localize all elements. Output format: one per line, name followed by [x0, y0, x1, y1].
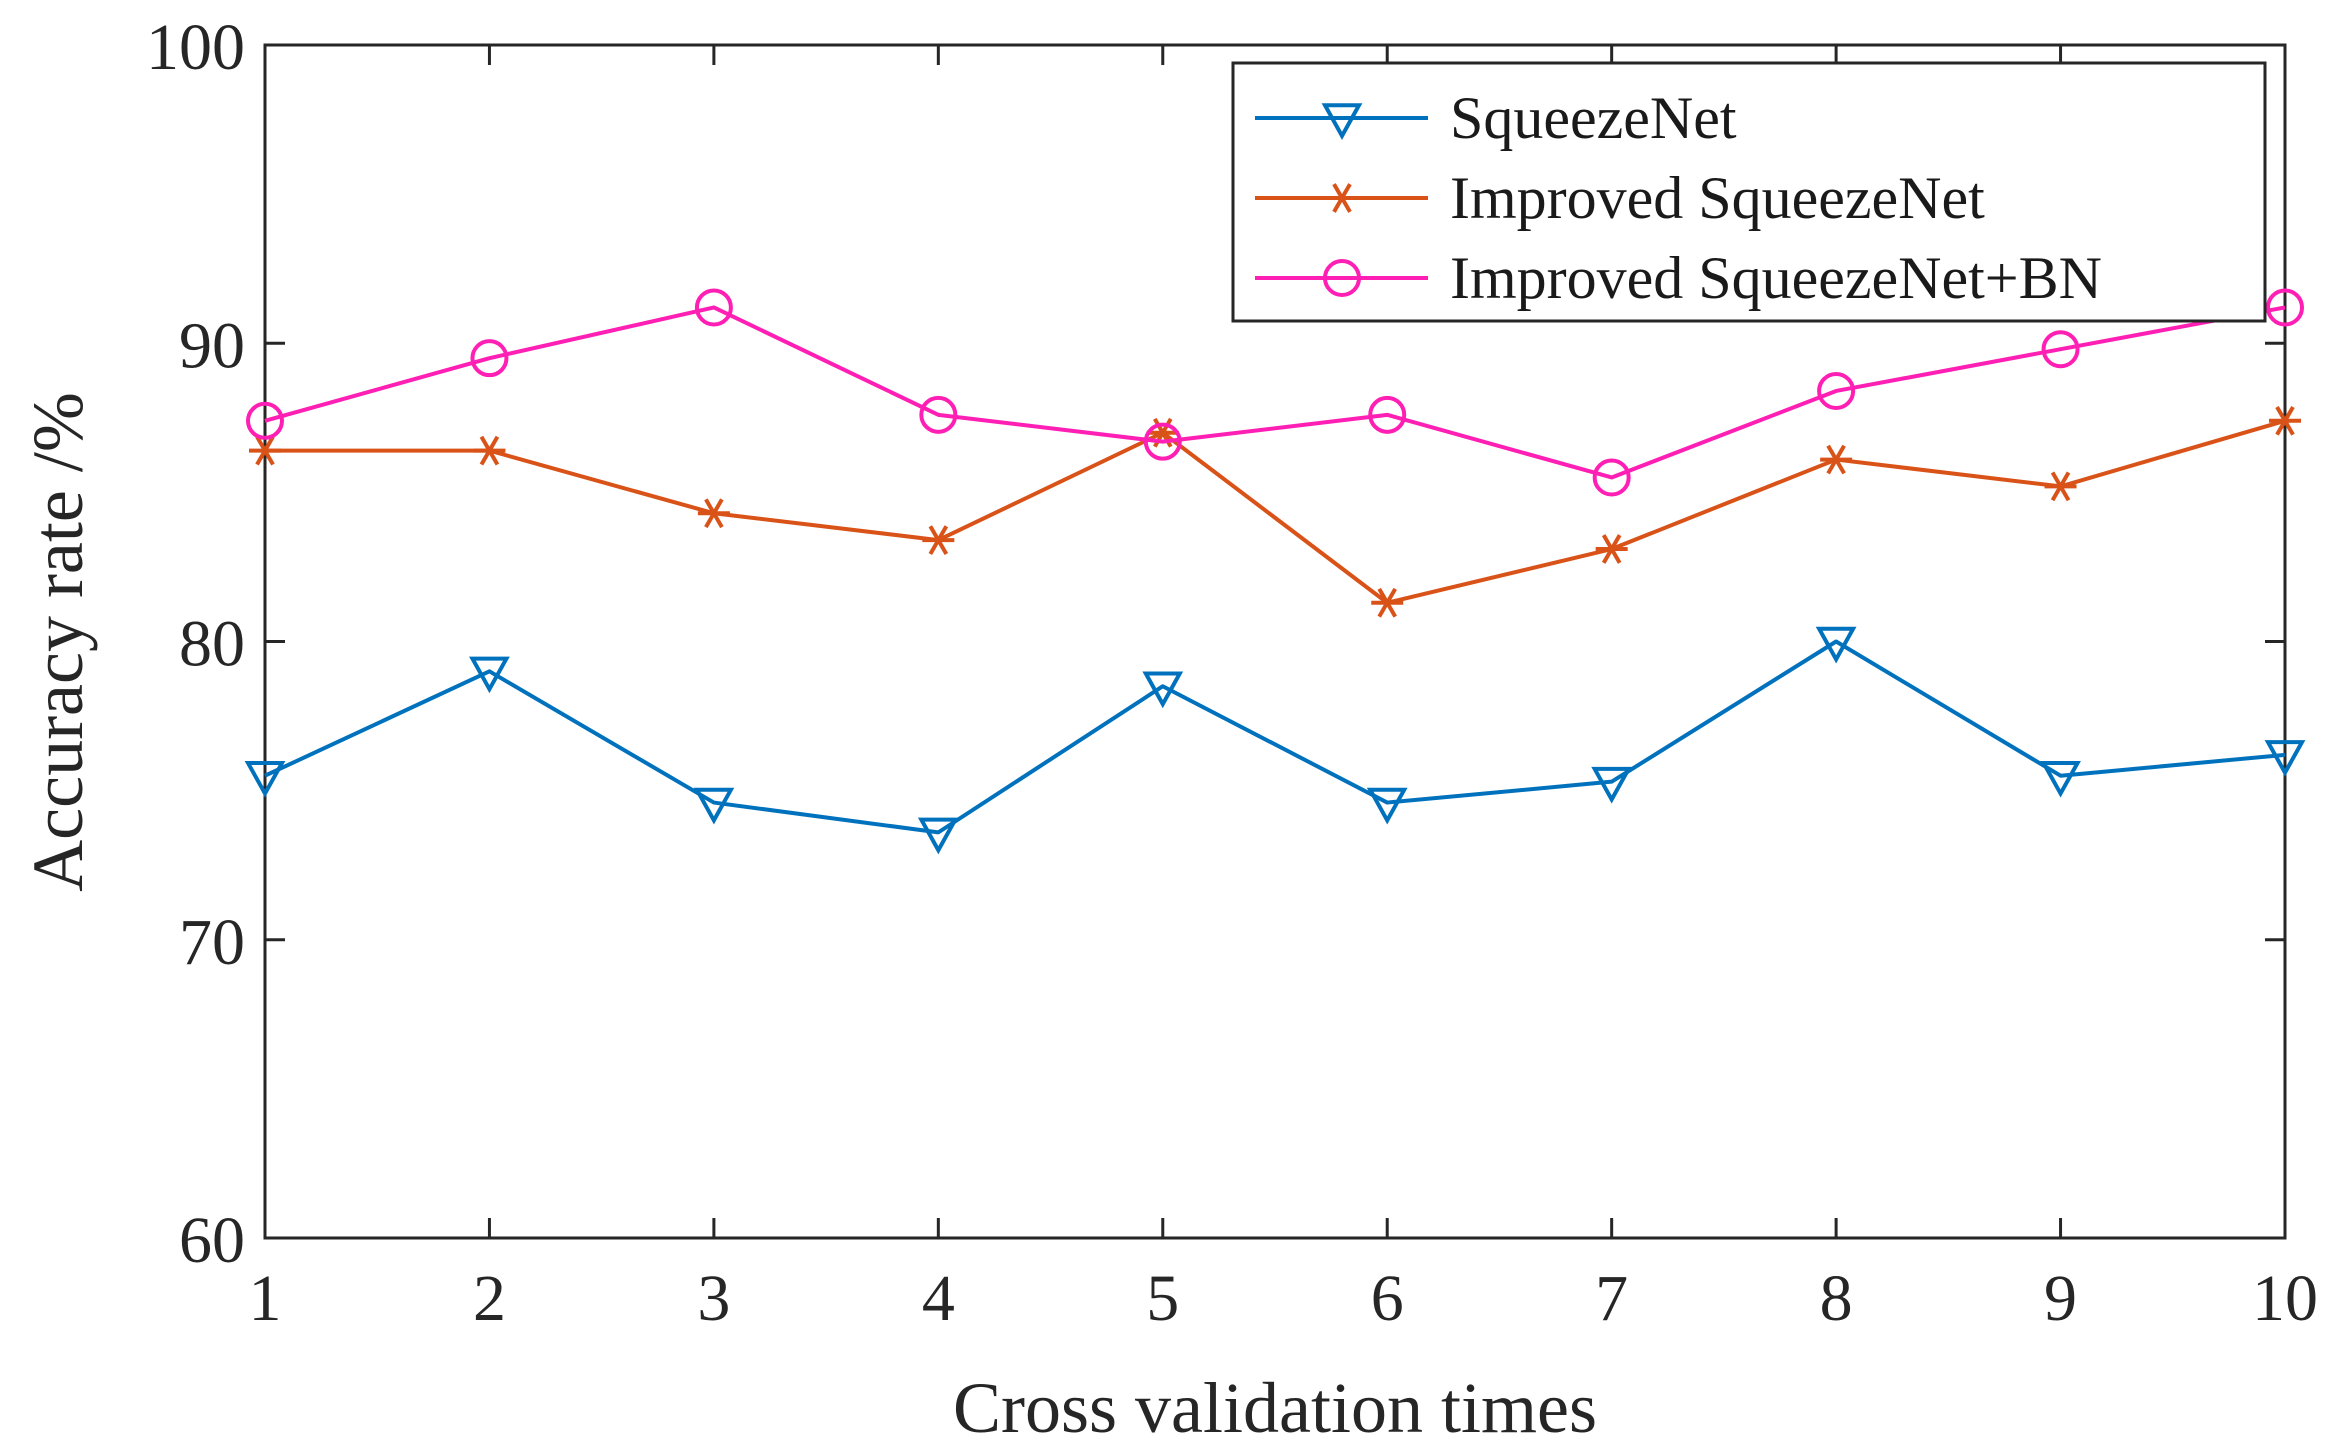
series-line — [264, 639, 2286, 835]
data-point — [2269, 405, 2301, 436]
legend-entry: Improved SqueezeNet+BN — [1255, 245, 2102, 311]
asterisk-stroke — [255, 435, 275, 466]
data-point — [694, 288, 733, 327]
asterisk-stroke — [2050, 471, 2071, 502]
legend: SqueezeNet Improved SqueezeNet Improved Sq… — [1231, 61, 2267, 323]
axis-ticks: 1 2 3 4 5 6 7 8 9 10 60 70 80 90 100 — [146, 11, 2318, 1335]
x-tick-label: 5 — [1146, 1262, 1179, 1335]
x-tick-label: 2 — [473, 1262, 506, 1335]
asterisk-stroke — [1601, 534, 1622, 564]
data-point — [917, 817, 959, 855]
data-point — [1820, 444, 1853, 475]
data-point — [1595, 534, 1628, 564]
series-line — [265, 418, 2286, 605]
series-layer — [244, 288, 2306, 855]
legend-label: Improved SqueezeNet+BN — [1450, 245, 2102, 311]
data-point — [1592, 458, 1631, 497]
data-point — [919, 395, 958, 434]
x-tick-label: 9 — [2044, 1262, 2077, 1335]
y-tick-label: 70 — [179, 906, 245, 979]
legend-label: SqueezeNet — [1450, 85, 1737, 151]
series-line — [264, 305, 2286, 480]
data-point — [473, 435, 506, 466]
asterisk-stroke — [928, 525, 949, 555]
legend-marker — [1326, 183, 1358, 213]
data-point — [1817, 371, 1856, 410]
legend-marker — [1323, 259, 1361, 297]
data-point — [1815, 626, 1857, 664]
legend-entry: Improved SqueezeNet — [1255, 165, 1985, 231]
data-point — [246, 401, 284, 440]
x-tick-label: 4 — [922, 1262, 955, 1335]
asterisk-stroke — [1332, 183, 1352, 213]
data-point — [693, 787, 735, 825]
asterisk-stroke — [1377, 587, 1397, 618]
legend-entry: SqueezeNet — [1255, 85, 1737, 151]
data-point — [1366, 787, 1408, 825]
y-tick-label: 80 — [179, 608, 245, 681]
series-squeezenet — [244, 626, 2306, 855]
data-point — [2264, 740, 2306, 777]
data-point — [469, 656, 510, 694]
data-point — [244, 760, 286, 798]
data-point — [249, 435, 281, 466]
data-point — [2040, 760, 2081, 798]
series-improved-squeezenet-bn — [246, 288, 2304, 497]
y-tick-label: 90 — [179, 309, 245, 382]
legend-marker — [1321, 103, 1363, 140]
legend-label: Improved SqueezeNet — [1450, 165, 1985, 231]
data-point — [1142, 671, 1184, 709]
data-point — [2044, 471, 2077, 502]
data-point — [470, 339, 509, 378]
data-point — [1368, 395, 1407, 434]
x-tick-label: 7 — [1595, 1262, 1628, 1335]
data-point — [697, 498, 730, 529]
y-tick-label: 60 — [179, 1204, 245, 1277]
y-axis-title: Accuracy rate /% — [18, 392, 98, 892]
asterisk-stroke — [704, 498, 724, 529]
x-tick-label: 10 — [2252, 1262, 2318, 1335]
data-point — [2266, 288, 2304, 327]
x-tick-label: 3 — [697, 1262, 730, 1335]
asterisk-stroke — [479, 435, 500, 466]
data-point — [1591, 766, 1633, 804]
data-point — [1143, 422, 1182, 461]
data-point — [1371, 587, 1404, 618]
asterisk-stroke — [1826, 444, 1846, 475]
x-tick-label: 8 — [1820, 1262, 1853, 1335]
asterisk-stroke — [2275, 405, 2295, 436]
y-tick-label: 100 — [146, 11, 245, 84]
data-point — [922, 525, 955, 555]
x-tick-label: 6 — [1371, 1262, 1404, 1335]
data-point — [2041, 330, 2080, 369]
x-axis-title: Cross validation times — [953, 1368, 1597, 1448]
x-tick-label: 1 — [249, 1262, 282, 1335]
